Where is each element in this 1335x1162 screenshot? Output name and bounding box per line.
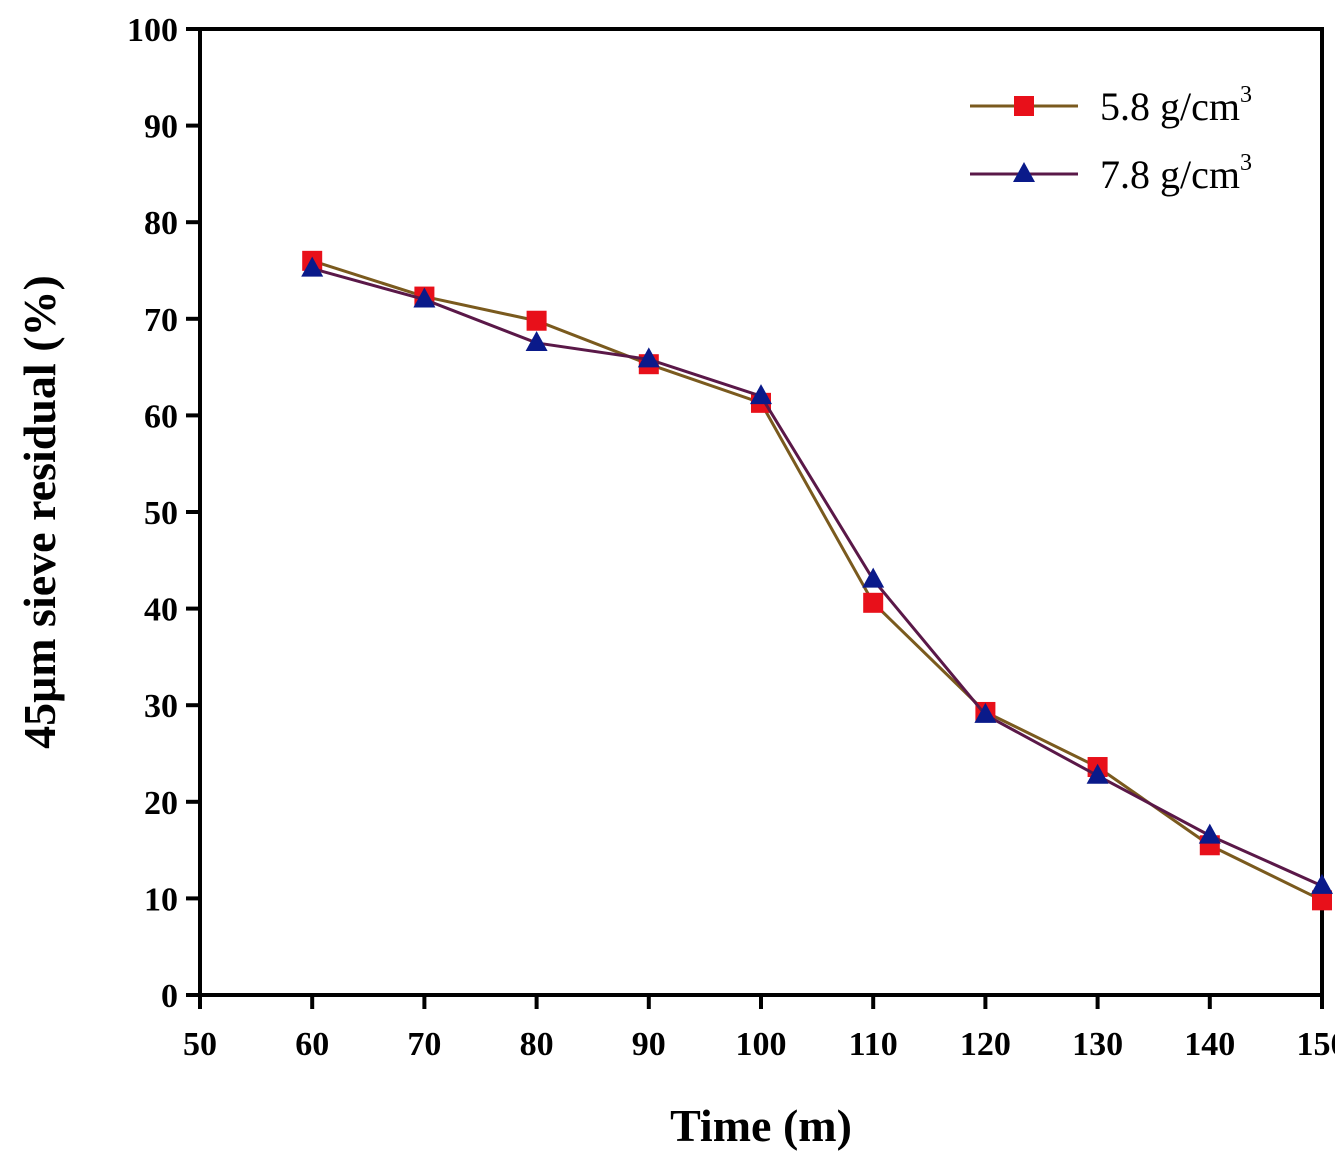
data-point — [413, 287, 436, 308]
y-tick-label: 0 — [161, 978, 178, 1015]
data-point — [1311, 873, 1333, 894]
x-tick-label: 80 — [520, 1026, 554, 1063]
data-point — [637, 347, 660, 368]
legend-label-text: 7.8 g/cm — [1100, 152, 1240, 197]
series-line — [311, 259, 1323, 902]
y-tick-label: 20 — [144, 785, 178, 822]
data-point — [301, 256, 324, 277]
y-tick-label: 40 — [144, 592, 178, 629]
y-tick-label: 90 — [144, 109, 178, 146]
legend-marker — [1014, 96, 1034, 116]
x-axis-title: Time (m) — [670, 1100, 852, 1151]
legend-label-superscript: 3 — [1240, 82, 1252, 108]
legend-label-text: 5.8 g/cm — [1100, 84, 1240, 129]
series-1 — [302, 250, 1332, 911]
data-point — [863, 592, 884, 613]
y-axis: 0 10 20 30 40 50 60 70 80 90 100 — [127, 12, 200, 1015]
data-point — [974, 702, 997, 723]
data-point — [525, 330, 548, 351]
y-axis-title: 45μm sieve residual (%) — [14, 275, 65, 749]
legend-label: 5.8 g/cm3 — [1100, 82, 1252, 129]
y-tick-label: 30 — [144, 688, 178, 725]
data-point — [862, 567, 885, 588]
legend-marker — [1013, 162, 1035, 182]
data-point — [1312, 890, 1332, 911]
x-tick-label: 110 — [849, 1026, 898, 1063]
data-point — [750, 384, 772, 405]
x-tick-label: 140 — [1184, 1026, 1235, 1063]
legend-label: 7.8 g/cm3 — [1100, 150, 1252, 197]
legend-item: 7.8 g/cm3 — [970, 150, 1252, 197]
x-tick-label: 50 — [183, 1026, 217, 1063]
y-tick-label: 10 — [144, 881, 178, 918]
series-2 — [301, 256, 1333, 894]
x-axis: 50 60 70 80 90 100 110 120 130 140 150 — [183, 995, 1335, 1063]
y-tick-label: 100 — [127, 12, 178, 49]
legend-item: 5.8 g/cm3 — [970, 82, 1252, 129]
x-tick-label: 100 — [736, 1026, 787, 1063]
legend-label-superscript: 3 — [1240, 150, 1252, 176]
x-tick-label: 130 — [1072, 1026, 1123, 1063]
x-tick-label: 60 — [295, 1026, 329, 1063]
x-tick-label: 120 — [960, 1026, 1011, 1063]
y-tick-label: 60 — [144, 398, 178, 435]
data-point — [526, 310, 547, 331]
series-line — [311, 267, 1323, 888]
x-tick-label: 150 — [1297, 1026, 1335, 1063]
data-point — [1086, 763, 1109, 784]
y-tick-label: 80 — [144, 205, 178, 242]
x-tick-label: 70 — [407, 1026, 441, 1063]
series-layer — [301, 250, 1333, 911]
y-tick-label: 70 — [144, 302, 178, 339]
data-point — [1198, 823, 1221, 844]
y-tick-label: 50 — [144, 495, 178, 532]
x-tick-label: 90 — [632, 1026, 666, 1063]
